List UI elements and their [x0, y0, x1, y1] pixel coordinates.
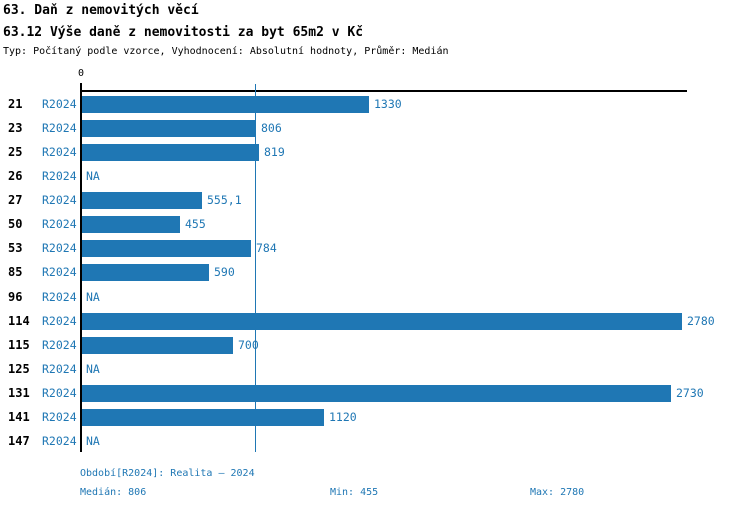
- row-category-label: 50: [8, 217, 23, 231]
- bar-value-label: 700: [238, 338, 259, 352]
- x-axis-zero-tick-label: 0: [77, 68, 85, 79]
- chart-row: 26 R2024 NA: [0, 164, 750, 188]
- row-series-label: R2024: [42, 97, 77, 111]
- bar: [82, 384, 671, 402]
- row-category-label: 147: [8, 434, 30, 448]
- row-category-label: 115: [8, 338, 30, 352]
- bar: [82, 239, 251, 257]
- y-axis-line: [80, 83, 82, 452]
- row-category-label: 114: [8, 314, 30, 328]
- row-category-label: 125: [8, 362, 30, 376]
- chart-row: 23 R2024 806: [0, 116, 750, 140]
- row-series-label: R2024: [42, 145, 77, 159]
- row-series-label: R2024: [42, 290, 77, 304]
- row-series-label: R2024: [42, 193, 77, 207]
- bar: [82, 312, 682, 330]
- bar-value-label: 784: [256, 241, 277, 255]
- row-series-label: R2024: [42, 314, 77, 328]
- bar-value-label: 819: [264, 145, 285, 159]
- chart-subtitle: Typ: Počítaný podle vzorce, Vyhodnocení:…: [3, 46, 449, 57]
- footer-median-stat: Medián: 806: [80, 487, 147, 498]
- bar: [82, 215, 180, 233]
- bar-value-label: 555,1: [207, 193, 242, 207]
- row-series-label: R2024: [42, 169, 77, 183]
- row-category-label: 27: [8, 193, 23, 207]
- row-category-label: 23: [8, 121, 23, 135]
- na-value-label: NA: [86, 290, 100, 304]
- row-series-label: R2024: [42, 362, 77, 376]
- chart-row: 21 R2024 1330: [0, 92, 750, 116]
- bar-value-label: 806: [261, 121, 282, 135]
- bar: [82, 263, 209, 281]
- bar: [82, 408, 324, 426]
- x-axis-line: [80, 90, 687, 92]
- bar-value-label: 455: [185, 217, 206, 231]
- footer-max-stat: Max: 2780: [530, 487, 585, 498]
- bar: [82, 191, 202, 209]
- footer-min-stat: Min: 455: [330, 487, 379, 498]
- chart-row: 147 R2024 NA: [0, 429, 750, 453]
- row-series-label: R2024: [42, 217, 77, 231]
- row-category-label: 85: [8, 265, 23, 279]
- row-category-label: 131: [8, 386, 30, 400]
- chart-title-line1: 63. Daň z nemovitých věcí: [3, 3, 199, 18]
- row-series-label: R2024: [42, 121, 77, 135]
- row-series-label: R2024: [42, 241, 77, 255]
- chart-row: 114 R2024 2780: [0, 309, 750, 333]
- row-category-label: 53: [8, 241, 23, 255]
- row-category-label: 26: [8, 169, 23, 183]
- row-category-label: 96: [8, 290, 23, 304]
- median-reference-line: [255, 84, 256, 452]
- bar-value-label: 2730: [676, 386, 704, 400]
- bar: [82, 143, 259, 161]
- na-value-label: NA: [86, 169, 100, 183]
- chart-row: 25 R2024 819: [0, 140, 750, 164]
- chart-row: 131 R2024 2730: [0, 381, 750, 405]
- chart-row: 115 R2024 700: [0, 333, 750, 357]
- row-series-label: R2024: [42, 386, 77, 400]
- na-value-label: NA: [86, 434, 100, 448]
- chart-row: 27 R2024 555,1: [0, 188, 750, 212]
- bar-value-label: 590: [214, 265, 235, 279]
- bar-value-label: 1330: [374, 97, 402, 111]
- bar: [82, 119, 256, 137]
- row-series-label: R2024: [42, 410, 77, 424]
- bar: [82, 336, 233, 354]
- chart-row: 141 R2024 1120: [0, 405, 750, 429]
- row-category-label: 25: [8, 145, 23, 159]
- footer-period-label: Období[R2024]: Realita – 2024: [80, 468, 255, 479]
- row-series-label: R2024: [42, 434, 77, 448]
- chart-row: 125 R2024 NA: [0, 357, 750, 381]
- na-value-label: NA: [86, 362, 100, 376]
- chart-row: 96 R2024 NA: [0, 285, 750, 309]
- chart-title-line2: 63.12 Výše daně z nemovitosti za byt 65m…: [3, 25, 364, 40]
- row-category-label: 141: [8, 410, 30, 424]
- chart-row: 85 R2024 590: [0, 260, 750, 284]
- bar-rows-container: 21 R2024 1330 23 R2024 806 25 R2024 819 26 R2024 NA…: [0, 92, 750, 453]
- bar-value-label: 2780: [687, 314, 715, 328]
- row-category-label: 21: [8, 97, 23, 111]
- row-series-label: R2024: [42, 265, 77, 279]
- bar: [82, 95, 369, 113]
- row-series-label: R2024: [42, 338, 77, 352]
- chart-row: 50 R2024 455: [0, 212, 750, 236]
- chart-row: 53 R2024 784: [0, 236, 750, 260]
- bar-value-label: 1120: [329, 410, 357, 424]
